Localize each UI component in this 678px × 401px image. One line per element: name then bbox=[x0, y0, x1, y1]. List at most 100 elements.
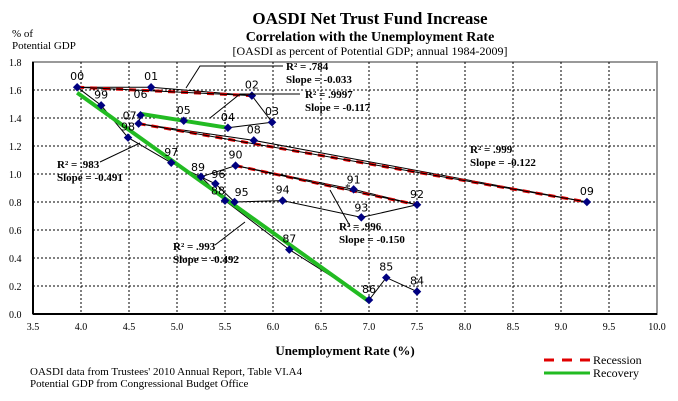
x-tick-label: 6.5 bbox=[315, 322, 328, 333]
x-tick-label: 10.0 bbox=[648, 322, 666, 333]
data-point-91 bbox=[349, 185, 358, 194]
point-label-07: 07 bbox=[123, 110, 137, 123]
point-label-89: 89 bbox=[191, 161, 205, 174]
recovery-trend-line bbox=[75, 91, 371, 304]
point-label-84: 84 bbox=[410, 275, 424, 288]
annotation-leader-line bbox=[99, 142, 141, 163]
data-point-92 bbox=[412, 200, 422, 210]
point-label-04: 04 bbox=[221, 111, 235, 124]
point-label-95: 95 bbox=[235, 186, 249, 199]
point-label-00: 00 bbox=[70, 70, 84, 83]
point-label-03: 03 bbox=[265, 105, 279, 118]
annotation-r-squared: R² = .9997 bbox=[305, 89, 353, 101]
x-tick-label: 8.5 bbox=[507, 322, 520, 333]
data-point-94 bbox=[278, 196, 287, 205]
asterisk-marker: * bbox=[345, 182, 351, 194]
data-point-05 bbox=[179, 116, 188, 126]
data-point-84 bbox=[412, 287, 422, 296]
annotation-slope: Slope = -0.117 bbox=[305, 102, 371, 114]
x-tick-label: 5.0 bbox=[171, 322, 184, 333]
annotation-leader-line bbox=[185, 65, 283, 89]
data-point-00 bbox=[72, 82, 82, 92]
annotation-slope: Slope = -0.033 bbox=[286, 74, 352, 86]
data-point-95 bbox=[230, 197, 239, 207]
x-axis-label: Unemployment Rate (%) bbox=[275, 343, 414, 358]
data-point-97 bbox=[166, 158, 176, 168]
footnote-2: Potential GDP from Congressional Budget … bbox=[30, 378, 249, 390]
annotation-leader-line bbox=[209, 93, 300, 119]
x-tick-label: 4.5 bbox=[123, 322, 136, 333]
point-label-01: 01 bbox=[144, 70, 158, 83]
x-tick-label: 7.5 bbox=[411, 322, 424, 333]
y-axis-label-line2: Potential GDP bbox=[12, 40, 76, 52]
data-point-01 bbox=[146, 82, 156, 92]
point-label-88: 88 bbox=[211, 185, 225, 198]
point-label-06: 06 bbox=[134, 88, 148, 101]
data-point-87 bbox=[285, 245, 294, 254]
point-label-92: 92 bbox=[410, 188, 424, 201]
x-tick-label: 9.5 bbox=[603, 322, 616, 333]
x-tick-label: 4.0 bbox=[75, 322, 88, 333]
x-tick-label: 3.5 bbox=[27, 322, 40, 333]
annotation-slope: Slope = -0.122 bbox=[470, 157, 536, 169]
x-tick-label: 6.0 bbox=[267, 322, 280, 333]
annotation-r-squared: R² = .993 bbox=[173, 241, 216, 253]
data-point-04 bbox=[223, 123, 233, 133]
data-point-86 bbox=[364, 295, 374, 305]
recession-trend-line-core bbox=[77, 86, 252, 97]
y-tick-label: 0.0 bbox=[9, 310, 22, 321]
y-tick-label: 1.6 bbox=[9, 86, 22, 97]
point-label-97: 97 bbox=[164, 146, 178, 159]
footnote-1: OASDI data from Trustees' 2010 Annual Re… bbox=[30, 366, 303, 378]
data-point-07 bbox=[134, 119, 143, 128]
data-point-89 bbox=[196, 172, 206, 182]
data-point-93 bbox=[357, 213, 366, 222]
chart-title: OASDI Net Trust Fund Increase bbox=[252, 9, 488, 28]
annotation-leader-line bbox=[329, 189, 351, 227]
y-tick-label: 0.8 bbox=[9, 198, 22, 209]
data-point-06 bbox=[136, 110, 145, 120]
recession-trend-line-core bbox=[138, 123, 588, 203]
point-label-05: 05 bbox=[177, 104, 191, 117]
point-label-08: 08 bbox=[247, 123, 261, 136]
x-tick-label: 9.0 bbox=[555, 322, 568, 333]
data-point-98 bbox=[123, 133, 133, 142]
point-label-87: 87 bbox=[282, 233, 296, 246]
legend-label-recovery: Recovery bbox=[593, 366, 639, 380]
annotation-r-squared: R² = .983 bbox=[57, 159, 100, 171]
point-label-96: 96 bbox=[211, 168, 225, 181]
annotation-leader-line bbox=[214, 221, 246, 246]
annotation-slope: Slope = -0.491 bbox=[57, 172, 123, 184]
y-tick-label: 0.4 bbox=[9, 254, 22, 265]
x-tick-label: 5.5 bbox=[219, 322, 232, 333]
point-label-09: 09 bbox=[580, 185, 594, 198]
y-tick-label: 1.2 bbox=[9, 142, 22, 153]
data-point-96 bbox=[211, 179, 220, 189]
x-tick-label: 7.0 bbox=[363, 322, 376, 333]
point-label-93: 93 bbox=[354, 201, 368, 214]
annotation-r-squared: R² = .784 bbox=[286, 61, 329, 73]
point-label-91: 91 bbox=[347, 173, 361, 186]
y-axis-label-line1: % of bbox=[12, 28, 33, 40]
x-tick-label: 8.0 bbox=[459, 322, 472, 333]
point-label-94: 94 bbox=[276, 184, 290, 197]
data-point-88 bbox=[220, 196, 230, 205]
y-tick-label: 1.0 bbox=[9, 170, 22, 181]
chart-subtitle: Correlation with the Unemployment Rate bbox=[246, 30, 495, 45]
point-label-98: 98 bbox=[121, 121, 135, 134]
legend: Recession Recovery bbox=[544, 353, 642, 380]
data-point-90 bbox=[231, 161, 240, 170]
point-label-02: 02 bbox=[245, 79, 259, 92]
y-tick-label: 0.2 bbox=[9, 282, 22, 293]
data-point-02 bbox=[247, 91, 257, 100]
data-point-03 bbox=[267, 117, 277, 127]
data-point-85 bbox=[382, 273, 391, 282]
chart-subtitle-range: [OASDI as percent of Potential GDP; annu… bbox=[233, 44, 508, 58]
y-tick-label: 1.4 bbox=[9, 114, 22, 125]
recession-trend-line-core bbox=[235, 165, 418, 206]
point-label-90: 90 bbox=[229, 149, 243, 162]
point-label-99: 99 bbox=[94, 88, 108, 101]
annotation-r-squared: R² = .999 bbox=[470, 144, 513, 156]
